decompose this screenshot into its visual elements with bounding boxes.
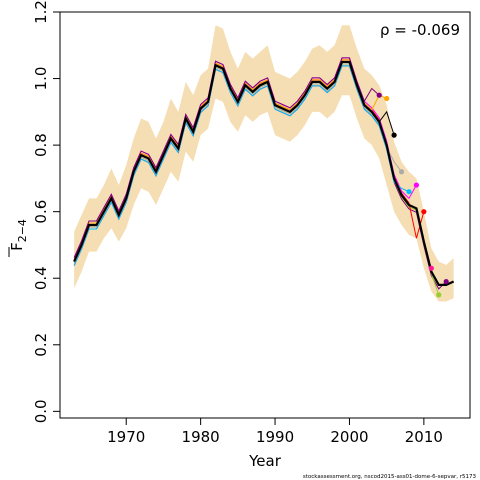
- main-estimate-line: [73, 60, 455, 286]
- plot-frame: [59, 11, 471, 419]
- retro-peel-endpoint: [421, 209, 427, 215]
- retro-peel-endpoint: [376, 92, 382, 98]
- main-estimate-layer: [73, 60, 455, 286]
- x-tick-label: 1980: [182, 428, 220, 446]
- x-axis: 1970 1980 1990 2000 2010: [107, 418, 443, 446]
- y-tick-label: 0.0: [32, 399, 50, 423]
- y-tick-label: 0.2: [32, 333, 50, 357]
- y-tick-label: 1.0: [32, 67, 50, 91]
- confidence-band: [74, 25, 454, 302]
- y-axis-title: F2−4: [8, 219, 29, 251]
- y-axis: 0.0 0.2 0.4 0.6 0.8 1.0 1.2: [32, 0, 60, 423]
- x-tick-label: 2000: [330, 428, 368, 446]
- retro-peel-endpoint: [384, 95, 390, 102]
- retro-peel-line: [73, 57, 380, 258]
- retro-peel-endpoint: [443, 278, 449, 285]
- x-tick-label: 1990: [256, 428, 294, 446]
- y-tick-label: 0.8: [32, 133, 50, 157]
- x-axis-title: Year: [248, 452, 282, 470]
- x-tick-label: 1970: [107, 428, 145, 446]
- confidence-band-layer: [74, 25, 454, 302]
- retro-peel-endpoint: [413, 182, 420, 188]
- footer-credit: stockassessment.org, nscod2015-ass01-dom…: [303, 474, 477, 480]
- y-axis-title-main: F: [8, 242, 26, 251]
- peel-endpoints-layer: [376, 92, 449, 298]
- y-axis-title-subscript: 2−4: [16, 219, 29, 242]
- y-tick-label: 1.2: [32, 0, 50, 24]
- y-axis-title-group: F2−4: [8, 219, 29, 257]
- retro-peel-endpoint: [406, 189, 412, 195]
- retro-peel-endpoint: [398, 169, 405, 175]
- retro-peel-endpoint: [391, 132, 397, 138]
- y-tick-label: 0.4: [32, 266, 50, 290]
- rho-annotation: ρ = -0.069: [380, 21, 460, 39]
- x-tick-label: 2010: [405, 428, 443, 446]
- retro-peel-endpoint: [428, 265, 434, 271]
- retro-peel-endpoint: [436, 292, 442, 298]
- y-tick-label: 0.6: [32, 200, 50, 224]
